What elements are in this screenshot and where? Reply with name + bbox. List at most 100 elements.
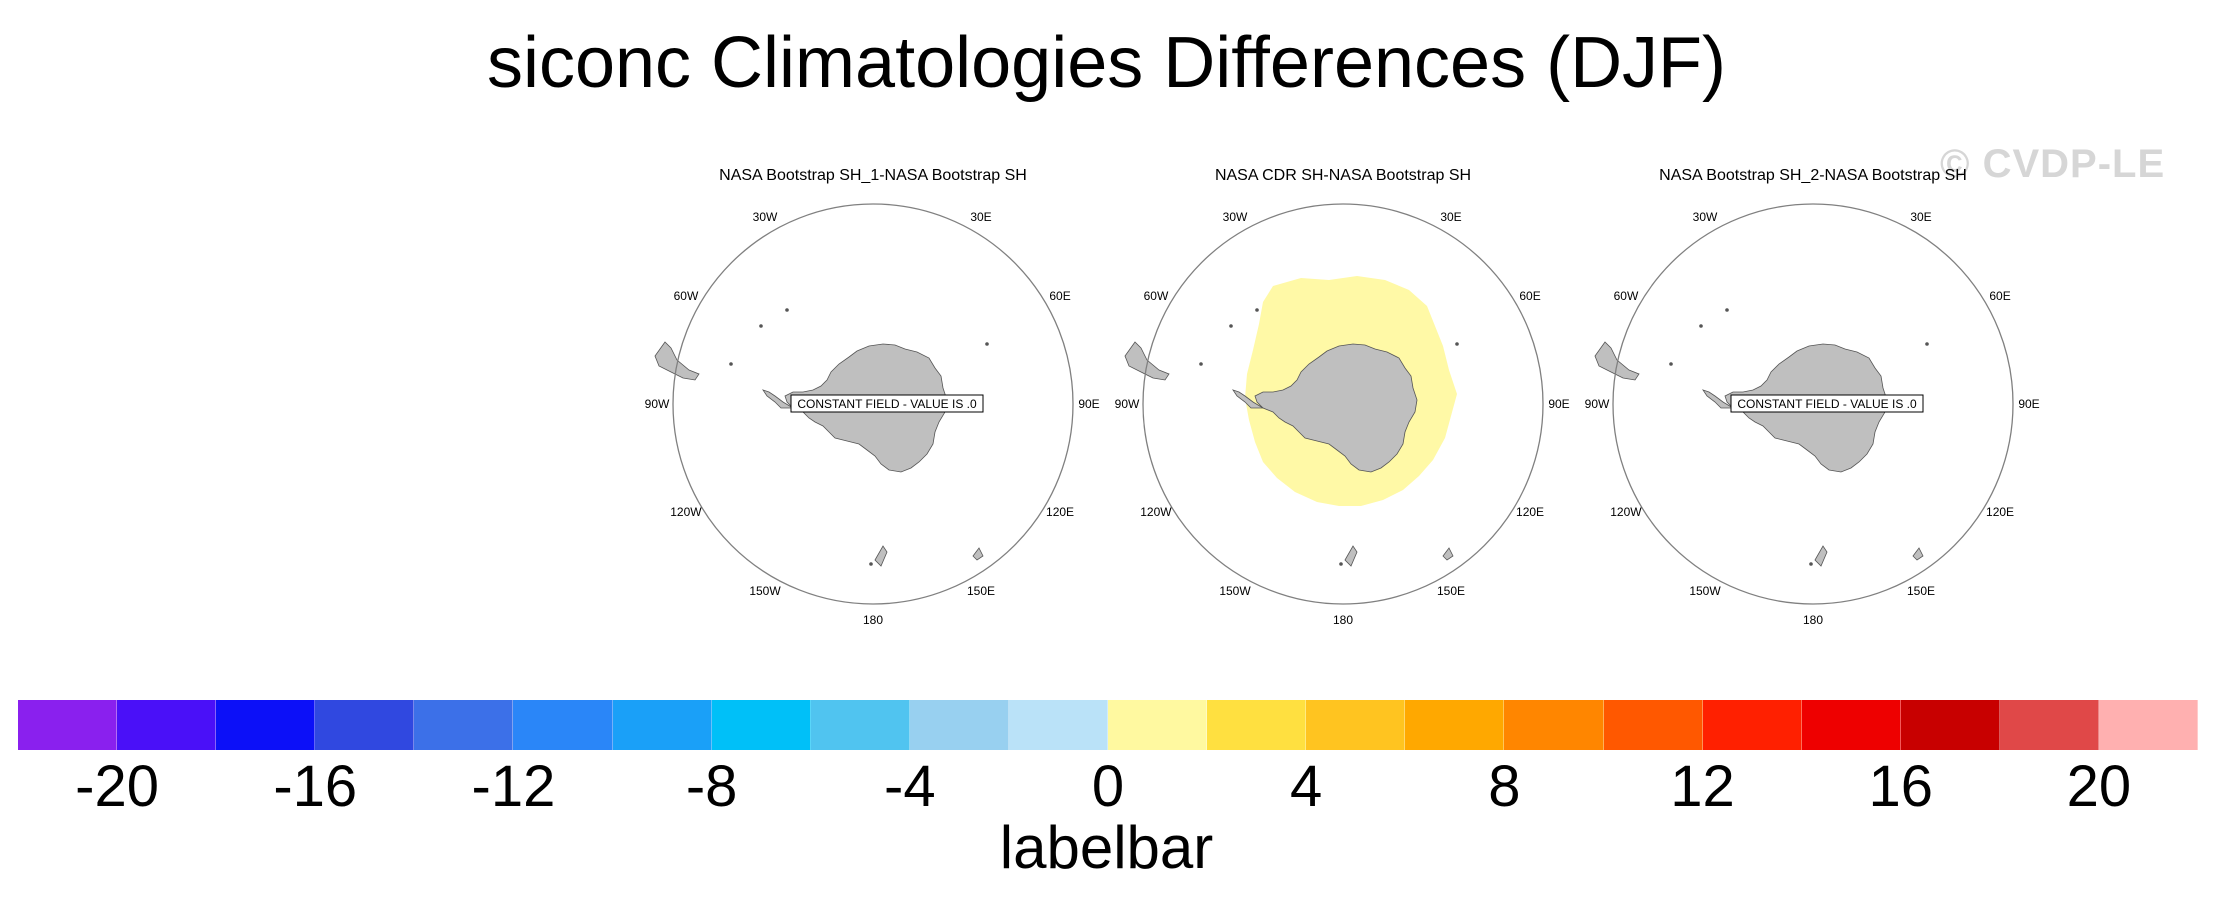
island-mark <box>985 342 989 346</box>
longitude-label: 60E <box>1519 289 1540 303</box>
longitude-label: 120E <box>1046 505 1074 519</box>
constant-field-note: CONSTANT FIELD - VALUE IS .0 <box>790 394 984 413</box>
longitude-label: 180 <box>1333 613 1353 627</box>
longitude-label: 120E <box>1516 505 1544 519</box>
longitude-label: 30E <box>970 210 991 224</box>
panel-title: NASA Bootstrap SH_1-NASA Bootstrap SH <box>719 167 1027 184</box>
island-mark <box>759 324 763 328</box>
longitude-label: 180 <box>863 613 883 627</box>
labelbar-tick-label: 0 <box>1091 754 1125 819</box>
longitude-label: 30W <box>1223 210 1248 224</box>
labelbar-color-box <box>18 700 118 750</box>
labelbar-tick-label: 12 <box>1670 754 1735 819</box>
page-title: siconc Climatologies Differences (DJF) <box>486 23 1727 103</box>
labelbar-color-box <box>1008 700 1109 750</box>
map-boundary <box>1142 203 1544 605</box>
island-mark <box>1255 308 1259 312</box>
labelbar-tick-label: 8 <box>1488 754 1521 819</box>
longitude-label: 30E <box>1440 210 1461 224</box>
peninsula-land <box>1232 389 1265 409</box>
island-mark <box>1809 562 1813 566</box>
new-zealand-land <box>874 545 888 567</box>
island-mark <box>1199 362 1203 366</box>
polar-map: 0 30E 60E 90E 120E 150E 180 150W 120W 90W 60W 30W CO… <box>1585 194 2040 627</box>
labelbar-title: labelbar <box>999 814 1214 881</box>
labelbar-color-box <box>2098 700 2199 750</box>
labelbar-tick-label: -4 <box>884 754 936 819</box>
constant-field-text: CONSTANT FIELD - VALUE IS .0 <box>797 397 977 411</box>
antarctica-land <box>1254 343 1418 473</box>
watermark: © CVDP-LE <box>1940 142 2166 186</box>
map-panel-3: NASA Bootstrap SH_2-NASA Bootstrap SH 0 3… <box>1583 160 2043 640</box>
longitude-label: 0 <box>1340 194 1347 195</box>
longitude-label: 60W <box>674 289 699 303</box>
peninsula-land <box>762 389 795 409</box>
longitude-label: 90E <box>1078 397 1099 411</box>
panel-title: NASA CDR SH-NASA Bootstrap SH <box>1214 167 1472 184</box>
labelbar-tick-label: 4 <box>1290 754 1323 819</box>
island-mark <box>1925 342 1929 346</box>
island-mark <box>869 562 873 566</box>
longitude-label: 60E <box>1989 289 2010 303</box>
island-mark <box>729 362 733 366</box>
longitude-label: 60W <box>1614 289 1639 303</box>
longitude-label: 180 <box>1803 613 1823 627</box>
labelbar-tick-label: -16 <box>273 754 358 819</box>
new-zealand-land <box>1344 545 1358 567</box>
island-mark <box>1455 342 1459 346</box>
new-zealand-land <box>1814 545 1828 567</box>
island-mark <box>1669 362 1673 366</box>
island-mark <box>1339 562 1343 566</box>
color-labelbar <box>18 700 2199 750</box>
labelbar-color-box <box>810 700 910 750</box>
map-boundary <box>1612 203 2014 605</box>
panel-title: NASA Bootstrap SH_2-NASA Bootstrap SH <box>1659 167 1967 184</box>
island-mark <box>1229 324 1233 328</box>
labelbar-color-box <box>1900 700 2000 750</box>
labelbar-color-box <box>315 700 415 750</box>
south-america-land <box>654 341 700 381</box>
tasmania-land <box>1442 547 1454 561</box>
labelbar-color-box <box>414 700 514 750</box>
labelbar-color-box <box>513 700 613 750</box>
longitude-label: 150E <box>1437 584 1465 598</box>
labelbar-color-box <box>1603 700 1703 750</box>
labelbar-color-box <box>909 700 1009 750</box>
longitude-label: 90E <box>1548 397 1569 411</box>
longitude-label: 150E <box>1907 584 1935 598</box>
longitude-label: 120W <box>670 505 702 519</box>
labelbar-color-box <box>1702 700 1802 750</box>
labelbar-color-box <box>1108 700 1208 750</box>
island-mark <box>785 308 789 312</box>
longitude-label: 150W <box>1219 584 1251 598</box>
longitude-label: 90W <box>1585 397 1610 411</box>
longitude-label: 60E <box>1049 289 1070 303</box>
longitude-label: 30E <box>1910 210 1931 224</box>
labelbar-color-box <box>1306 700 1406 750</box>
labelbar-tick-label: 20 <box>2066 754 2132 819</box>
longitude-label: 0 <box>870 194 877 195</box>
longitude-label: 150E <box>967 584 995 598</box>
map-panel-2: NASA CDR SH-NASA Bootstrap SH 0 30E 60E 90E… <box>1113 160 1573 640</box>
longitude-label: 120E <box>1986 505 2014 519</box>
labelbar-tick-label: -20 <box>75 754 159 819</box>
longitude-label: 150W <box>1689 584 1721 598</box>
labelbar-color-box <box>1999 700 2099 750</box>
labelbar-color-box <box>1405 700 1505 750</box>
labelbar-color-box <box>711 700 811 750</box>
tasmania-land <box>1912 547 1924 561</box>
constant-field-note: CONSTANT FIELD - VALUE IS .0 <box>1730 394 1924 413</box>
island-mark <box>1725 308 1729 312</box>
labelbar-tick-label: 16 <box>1868 754 1933 819</box>
labelbar-tick-label: -12 <box>471 754 556 819</box>
south-america-land <box>1124 341 1170 381</box>
labelbar-color-box <box>117 700 217 750</box>
map-panel-1: NASA Bootstrap SH_1-NASA Bootstrap SH 0 3… <box>643 160 1103 640</box>
labelbar-color-box <box>1801 700 1901 750</box>
tasmania-land <box>972 547 984 561</box>
longitude-label: 120W <box>1140 505 1172 519</box>
polar-map: 0 30E 60E 90E 120E 150E 180 150W 120W 90W 60W 30W CO… <box>645 194 1100 627</box>
labelbar-color-box <box>1504 700 1604 750</box>
constant-field-text: CONSTANT FIELD - VALUE IS .0 <box>1737 397 1917 411</box>
map-boundary <box>672 203 1074 605</box>
